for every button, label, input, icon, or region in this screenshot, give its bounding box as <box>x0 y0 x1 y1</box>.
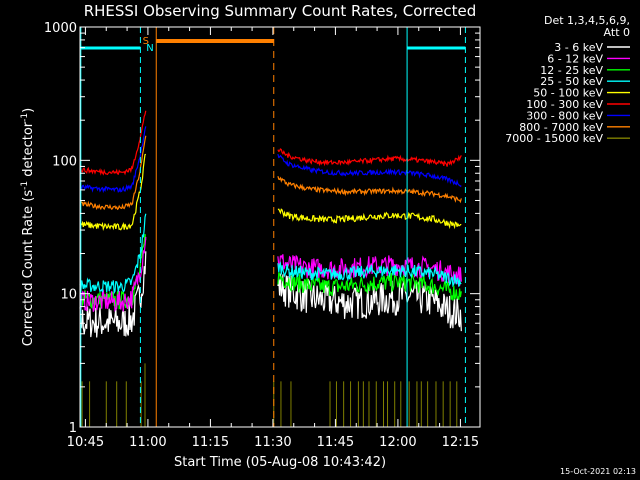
legend-label: 300 - 800 keV <box>526 109 603 122</box>
x-tick-label: 11:45 <box>317 435 354 450</box>
legend-label: 6 - 12 keV <box>547 52 603 65</box>
series-line-1-seg2 <box>277 254 462 287</box>
series-line-5-seg1 <box>79 110 147 176</box>
x-tick-label: 12:15 <box>442 435 479 450</box>
plot-frame <box>79 26 481 428</box>
y-axis-label-sup2: -1 <box>20 113 30 122</box>
series-line-2-seg1 <box>79 233 147 310</box>
series-line-4-seg1 <box>79 153 147 232</box>
y-axis-label-b: detector <box>21 121 36 181</box>
y-tick-label: 1000 <box>44 21 77 36</box>
marker-n: N <box>146 43 153 54</box>
legend-label: 50 - 100 keV <box>533 87 603 100</box>
attenuator-segments <box>81 363 458 427</box>
series-line-3-seg2 <box>277 261 462 288</box>
y-tick-label: 100 <box>52 154 77 169</box>
x-tick-label: 11:15 <box>192 435 229 450</box>
chart-title: RHESSI Observing Summary Count Rates, Co… <box>84 2 477 20</box>
y-tick-label: 1 <box>69 421 77 436</box>
x-tick-label: 10:45 <box>67 435 104 450</box>
x-axis-label: Start Time (05-Aug-08 10:43:42) <box>174 455 386 470</box>
y-axis-label-sup1: -1 <box>20 181 30 190</box>
series-line-6-seg1 <box>79 126 147 194</box>
legend-header-2: Att 0 <box>604 26 630 39</box>
y-tick-label: 10 <box>60 288 77 303</box>
y-axis-label-c: ) <box>21 108 36 113</box>
y-axis-label: Corrected Count Rate (s-1 detector-1) <box>20 108 36 346</box>
series-line-4-seg2 <box>277 208 462 230</box>
legend-label: 100 - 300 keV <box>526 98 603 111</box>
x-tick-label: 11:30 <box>254 435 291 450</box>
legend-label: 12 - 25 keV <box>540 64 603 77</box>
x-tick-label: 12:00 <box>379 435 416 450</box>
legend-label: 800 - 7000 keV <box>519 121 603 134</box>
series-group <box>79 110 462 338</box>
region-markers: SN <box>80 27 466 427</box>
series-line-6-seg2 <box>277 153 462 188</box>
series-line-2-seg2 <box>277 272 462 301</box>
series-line-7-seg1 <box>79 135 147 211</box>
timestamp: 15-Oct-2021 02:13 <box>560 467 636 476</box>
legend-label: 3 - 6 keV <box>554 41 603 54</box>
series-line-0-seg1 <box>79 251 147 338</box>
legend-header-1: Det 1,3,4,5,6,9, <box>544 14 630 27</box>
y-axis-label-a: Corrected Count Rate (s <box>21 190 36 347</box>
marker-s: S <box>143 36 149 47</box>
legend-label: 25 - 50 keV <box>540 75 603 88</box>
series-line-1-seg1 <box>79 236 147 313</box>
x-tick-label: 11:00 <box>129 435 166 450</box>
series-line-5-seg2 <box>277 148 462 167</box>
legend-label: 7000 - 15000 keV <box>505 132 603 145</box>
series-line-7-seg2 <box>277 176 462 204</box>
axes-ticks: 1 10 100 1000 10:45 11:00 11:15 11:30 11:45 12:00… <box>44 21 480 450</box>
series-line-3-seg1 <box>79 213 147 295</box>
